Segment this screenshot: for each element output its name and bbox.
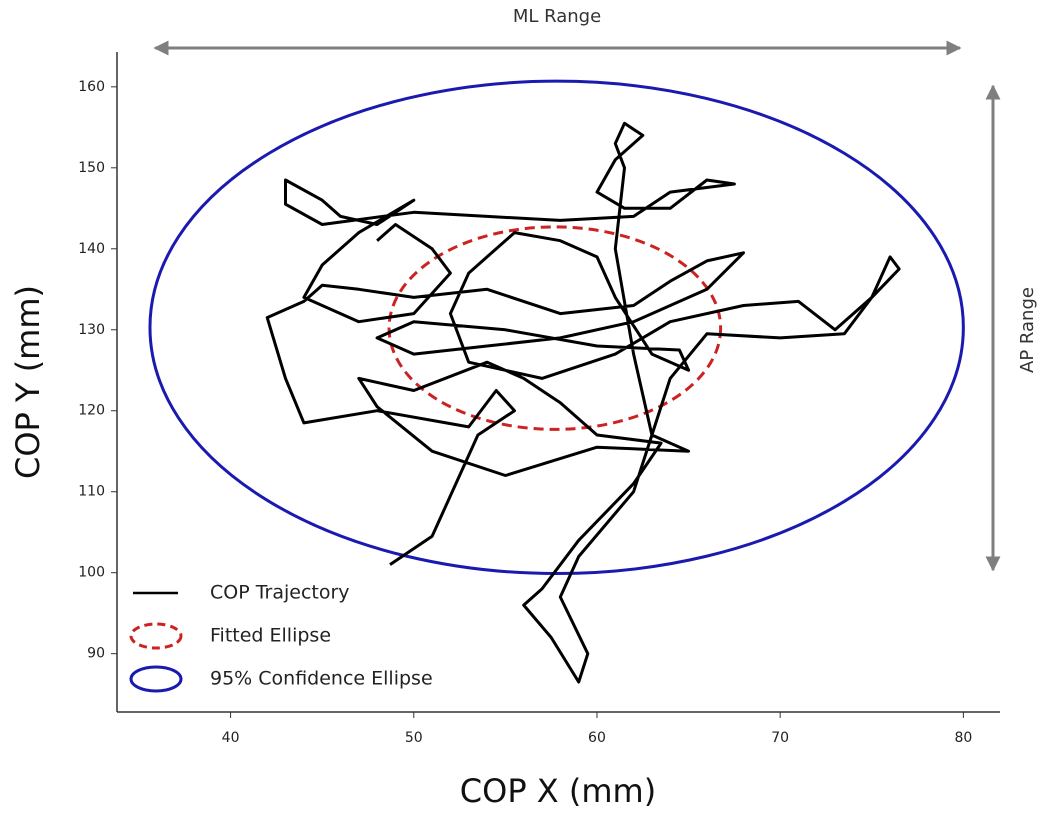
ml-range-label: ML Range xyxy=(513,6,601,27)
legend-label: Fitted Ellipse xyxy=(210,625,331,647)
x-tick-label: 50 xyxy=(405,730,423,746)
legend-swatch xyxy=(129,665,183,693)
x-tick-label: 40 xyxy=(222,730,240,746)
trajectory-line xyxy=(265,121,901,684)
y-tick-label: 120 xyxy=(78,403,105,419)
y-tick-label: 160 xyxy=(78,79,105,95)
legend-label: COP Trajectory xyxy=(210,582,350,604)
ellipse xyxy=(387,225,723,431)
legend-label: 95% Confidence Ellipse xyxy=(210,668,433,690)
y-axis-label: COP Y (mm) xyxy=(9,285,47,479)
y-tick-label: 100 xyxy=(78,565,105,581)
x-axis-label: COP X (mm) xyxy=(460,772,656,810)
ellipse xyxy=(148,79,965,576)
y-tick-label: 130 xyxy=(78,322,105,338)
y-tick-label: 90 xyxy=(87,646,105,662)
y-tick-label: 110 xyxy=(78,484,105,500)
legend-swatch xyxy=(129,622,183,650)
x-tick-label: 80 xyxy=(954,730,972,746)
y-tick-label: 140 xyxy=(78,241,105,257)
x-tick-label: 70 xyxy=(771,730,789,746)
y-tick-label: 150 xyxy=(78,160,105,176)
ap-range-label: AP Range xyxy=(1017,287,1038,373)
x-tick-label: 60 xyxy=(588,730,606,746)
